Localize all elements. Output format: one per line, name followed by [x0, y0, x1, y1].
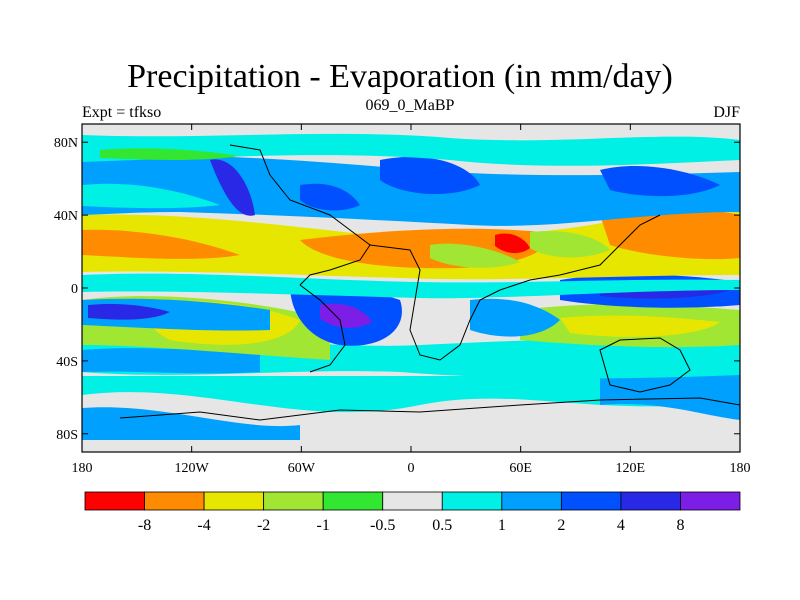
field-region [470, 298, 560, 337]
field-region [600, 165, 720, 197]
colorbar-swatch [203, 491, 265, 511]
field-region [100, 148, 240, 160]
y-tick-label: 40S [56, 355, 78, 370]
x-tick-label: 120E [616, 461, 646, 476]
field-region [600, 209, 740, 260]
field-region [430, 243, 520, 268]
time-label: 069_0_MaBP [365, 97, 455, 114]
colorbar-swatch [441, 491, 503, 511]
field-region [560, 315, 720, 337]
y-tick-label: 80S [56, 428, 78, 443]
coastline [599, 337, 691, 393]
field-region [530, 231, 610, 258]
coastline [299, 284, 346, 373]
field-region [82, 124, 740, 138]
x-axis: 180 120W 60W 0 60E 120E 180 [72, 124, 751, 476]
colorbar-label: 1 [498, 517, 506, 534]
colorbar-swatch [501, 491, 562, 511]
colorbar-label: 8 [676, 517, 684, 534]
y-tick-label: 40N [54, 209, 78, 224]
x-tick-label: 60E [509, 461, 532, 476]
colorbar-label: -0.5 [370, 517, 395, 534]
colorbar-swatch [263, 491, 324, 511]
colorbar-label: 2 [557, 517, 565, 534]
field-region [210, 159, 255, 216]
colorbar-label: -2 [257, 517, 270, 534]
colorbar-swatch [144, 491, 205, 511]
y-axis: 80N 40N 0 40S 80S [54, 136, 740, 443]
colorbar-label: -8 [138, 517, 151, 534]
colorbar-swatch [560, 491, 622, 511]
coastline [369, 244, 501, 361]
colorbar-swatch [84, 491, 145, 511]
field-region [82, 133, 740, 166]
x-tick-label: 180 [730, 461, 751, 476]
colorbar-label: 4 [617, 517, 625, 534]
coastlines [119, 144, 740, 421]
y-tick-label: 0 [71, 282, 78, 297]
field-region [82, 183, 220, 209]
colorbar: -8 -4 -2 -1 -0.5 0.5 1 2 4 8 [84, 491, 741, 534]
field-region [82, 407, 300, 440]
field-region [495, 233, 530, 254]
colorbar-swatch [680, 491, 741, 511]
coastline [119, 397, 740, 421]
experiment-label: Expt = tfkso [82, 104, 162, 121]
colorbar-swatch [322, 491, 384, 511]
season-label: DJF [713, 104, 740, 121]
coastline [229, 144, 371, 286]
colorbar-label: -1 [317, 517, 330, 534]
x-tick-label: 0 [408, 461, 415, 476]
field-region [380, 156, 480, 195]
field-region [82, 273, 740, 299]
field-region [320, 303, 372, 328]
colorbar-label: 0.5 [432, 517, 452, 534]
field-layer [82, 124, 740, 452]
y-tick-label: 80N [54, 136, 78, 151]
coastline [499, 214, 661, 291]
colorbar-swatch [620, 491, 681, 511]
field-region [600, 368, 740, 420]
chart-title: Precipitation - Evaporation (in mm/day) [127, 58, 673, 95]
colorbar-label: -4 [197, 517, 210, 534]
x-tick-label: 120W [175, 461, 210, 476]
x-tick-label: 60W [288, 461, 316, 476]
colorbar-swatch [382, 491, 443, 511]
x-tick-label: 180 [72, 461, 93, 476]
field-region [88, 303, 170, 320]
field-region [82, 348, 260, 374]
field-region [300, 183, 360, 211]
field-region [82, 229, 240, 259]
